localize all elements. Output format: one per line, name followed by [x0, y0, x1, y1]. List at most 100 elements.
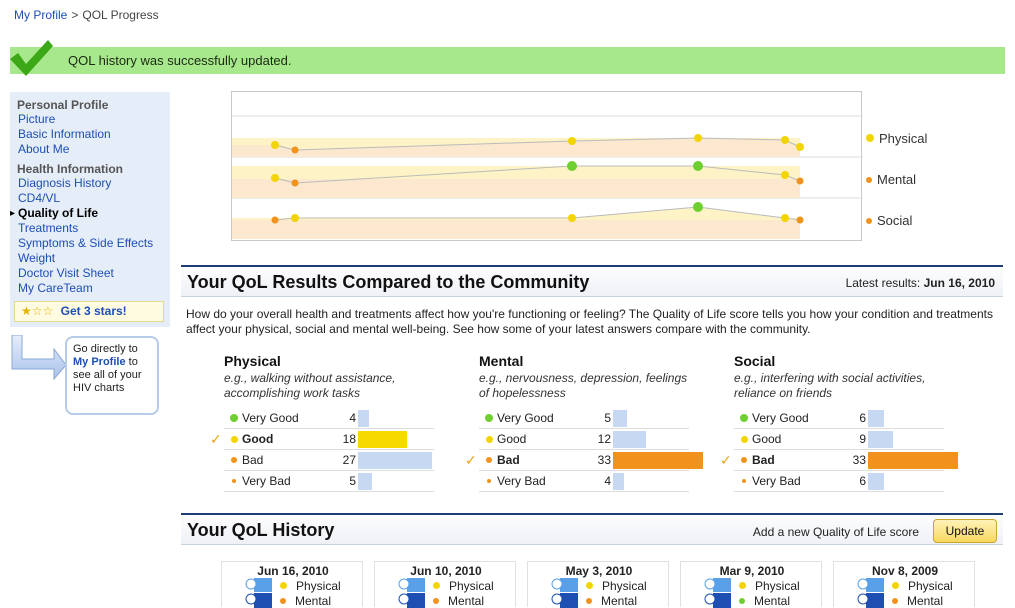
- response-rows: Very Good 4 ✓ Good 18 Bad 27 Very Bad 5: [210, 408, 434, 492]
- callout-post: to see all of your HIV charts: [73, 356, 142, 394]
- response-count: 5: [349, 474, 356, 488]
- response-rows: Very Good 6 Good 9 ✓ Bad 33 Very Bad 6: [720, 408, 958, 492]
- sidebar-group-personal: Personal Profile: [17, 98, 109, 112]
- response-row: Good 12: [479, 429, 689, 450]
- history-mental: Mental: [586, 594, 637, 608]
- response-label: Very Good: [497, 411, 554, 425]
- star-icon: ★☆☆: [21, 304, 54, 318]
- response-label: Good: [752, 432, 782, 446]
- community-intro: How do your overall health and treatment…: [186, 307, 993, 336]
- history-physical-label: Physical: [602, 579, 647, 593]
- history-card[interactable]: Jun 16, 2010 Physical Mental: [221, 561, 363, 608]
- history-title: Your QoL History: [187, 520, 335, 540]
- history-mental: Mental: [280, 594, 331, 608]
- sidebar-item-weight[interactable]: Weight: [18, 251, 56, 265]
- my-response-bar: [358, 431, 407, 448]
- response-label: Bad: [752, 453, 775, 467]
- response-count: 33: [597, 453, 611, 467]
- column-description: e.g., walking without assistance, accomp…: [224, 371, 396, 400]
- community-bar: [868, 431, 893, 448]
- response-row: Bad 27: [224, 450, 434, 471]
- sidebar-item-quality-of-life[interactable]: Quality of Life: [10, 206, 170, 221]
- response-count: 18: [342, 432, 356, 446]
- dot-icon: [433, 598, 439, 604]
- legend-social: Social: [866, 213, 912, 228]
- dot-icon: [739, 582, 746, 589]
- history-date: Jun 10, 2010: [410, 564, 482, 578]
- history-mental: Mental: [433, 594, 484, 608]
- latest-results-date: Jun 16, 2010: [923, 276, 995, 290]
- history-card[interactable]: Mar 9, 2010 Physical Mental: [680, 561, 822, 608]
- dot-icon: [485, 414, 493, 422]
- sidebar-item-symptoms[interactable]: Symptoms & Side Effects: [18, 236, 154, 250]
- legend-mental-label: Mental: [877, 172, 917, 187]
- column-description: e.g., nervousness, depression, feelings …: [479, 371, 688, 400]
- sidebar-group-health: Health Information: [17, 162, 124, 176]
- response-count: 6: [859, 411, 866, 425]
- history-physical: Physical: [280, 579, 341, 593]
- breadcrumb-my-profile[interactable]: My Profile: [14, 8, 68, 22]
- response-label: Very Bad: [497, 474, 546, 488]
- history-card[interactable]: Nov 8, 2009 Physical Mental: [833, 561, 975, 608]
- response-row: Very Bad 5: [224, 471, 434, 492]
- qol-chart-icon: [245, 578, 272, 608]
- dot-icon: [485, 435, 493, 443]
- sidebar-item-doctor-visit-sheet[interactable]: Doctor Visit Sheet: [18, 266, 114, 280]
- sidebar-item-diagnosis-history[interactable]: Diagnosis History: [18, 176, 112, 190]
- response-row: Very Good 5: [479, 408, 689, 429]
- history-physical: Physical: [586, 579, 647, 593]
- community-bar: [358, 410, 369, 427]
- get-stars-link[interactable]: ★☆☆ Get 3 stars!: [14, 301, 164, 322]
- dot-icon: [280, 582, 287, 589]
- history-physical-label: Physical: [908, 579, 953, 593]
- dot-icon: [866, 177, 872, 183]
- dot-icon: [231, 457, 237, 463]
- breadcrumb-current: QOL Progress: [82, 8, 159, 22]
- history-card[interactable]: Jun 10, 2010 Physical Mental: [374, 561, 516, 608]
- history-mental-label: Mental: [295, 594, 332, 608]
- response-label: Good: [497, 432, 527, 446]
- history-date: Mar 9, 2010: [719, 564, 785, 578]
- history-card[interactable]: May 3, 2010 Physical Mental: [527, 561, 669, 608]
- sidebar-item-treatments[interactable]: Treatments: [18, 221, 79, 235]
- response-count: 4: [604, 474, 611, 488]
- my-response-bar: [613, 452, 703, 469]
- column-title: Physical: [224, 353, 281, 369]
- success-alert: [10, 47, 1005, 74]
- callout-box: Go directly to My Profile to see all of …: [65, 336, 159, 415]
- sidebar-item-picture[interactable]: Picture: [18, 112, 56, 126]
- history-physical: Physical: [433, 579, 494, 593]
- history-header: Your QoL History Add a new Quality of Li…: [181, 513, 1003, 545]
- community-column-social: Social e.g., interfering with social acti…: [720, 353, 958, 492]
- update-button[interactable]: Update: [933, 519, 997, 543]
- response-label: Good: [242, 432, 274, 446]
- sidebar-item-cd4-vl[interactable]: CD4/VL: [18, 191, 61, 205]
- qol-chart-icon: [704, 578, 731, 608]
- latest-results-label: Latest results:: [845, 276, 921, 290]
- column-title: Social: [734, 353, 776, 369]
- dot-icon: [586, 582, 593, 589]
- dot-icon: [230, 414, 238, 422]
- community-bar: [868, 473, 884, 490]
- community-bar: [613, 431, 646, 448]
- dot-icon: [280, 598, 286, 604]
- column-description: e.g., interfering with social activities…: [734, 371, 926, 400]
- dot-icon: [892, 598, 898, 604]
- community-bar: [358, 452, 432, 469]
- sidebar-item-my-careteam[interactable]: My CareTeam: [18, 281, 93, 295]
- qol-trend-graph: [231, 91, 863, 241]
- legend-physical-label: Physical: [879, 131, 928, 146]
- dot-icon: [740, 414, 748, 422]
- callout-my-profile-link[interactable]: My Profile: [73, 356, 126, 368]
- response-label: Bad: [242, 453, 264, 467]
- sidebar-item-basic-information[interactable]: Basic Information: [18, 127, 111, 141]
- qol-chart-icon: [398, 578, 425, 608]
- response-count: 9: [859, 432, 866, 446]
- response-label: Bad: [497, 453, 520, 467]
- response-count: 6: [859, 474, 866, 488]
- response-count: 27: [342, 453, 356, 467]
- history-mental-label: Mental: [907, 594, 944, 608]
- my-response-bar: [868, 452, 958, 469]
- sidebar-item-about-me[interactable]: About Me: [18, 142, 70, 156]
- response-row: Good 9: [734, 429, 944, 450]
